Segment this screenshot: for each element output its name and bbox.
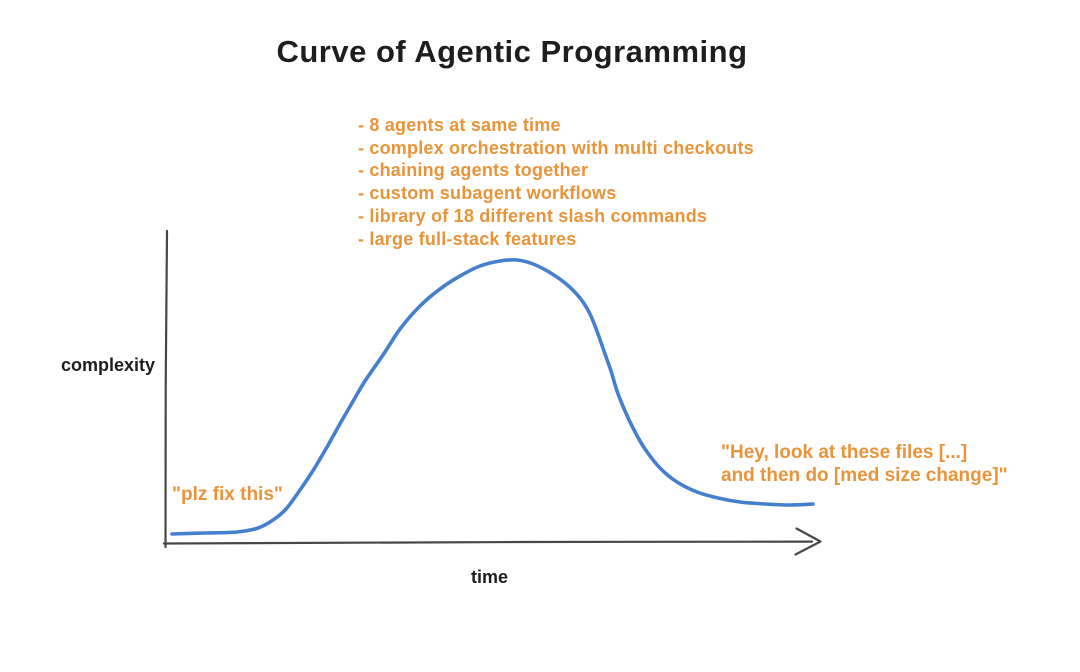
peak-annotation-item: - library of 18 different slash commands — [358, 205, 708, 226]
end-annotation-line1: "Hey, look at these files [...] — [721, 442, 968, 463]
start-annotation: "plz fix this" — [172, 484, 283, 505]
y-axis-line — [164, 229, 169, 549]
y-axis-label: complexity — [61, 355, 156, 375]
x-axis-label: time — [471, 567, 509, 587]
peak-annotation-item: - 8 agents at same time — [358, 115, 561, 135]
peak-annotation-item: - large full-stack features — [358, 228, 577, 249]
peak-annotation-item: - chaining agents together — [358, 160, 589, 181]
peak-annotation-item: - custom subagent workflows — [358, 183, 617, 204]
chart-title: Curve of Agentic Programming — [276, 34, 748, 69]
x-axis-line — [162, 540, 814, 545]
peak-annotation-list: - 8 agents at same time - complex orches… — [358, 114, 754, 250]
peak-annotation-item: - complex orchestration with multi check… — [358, 137, 754, 158]
end-annotation-line2: and then do [med size change]" — [721, 465, 1008, 486]
complexity-curve — [170, 258, 815, 536]
x-axis-arrowhead-icon — [794, 527, 822, 556]
end-annotation: "Hey, look at these files [...] and then… — [721, 441, 1008, 487]
